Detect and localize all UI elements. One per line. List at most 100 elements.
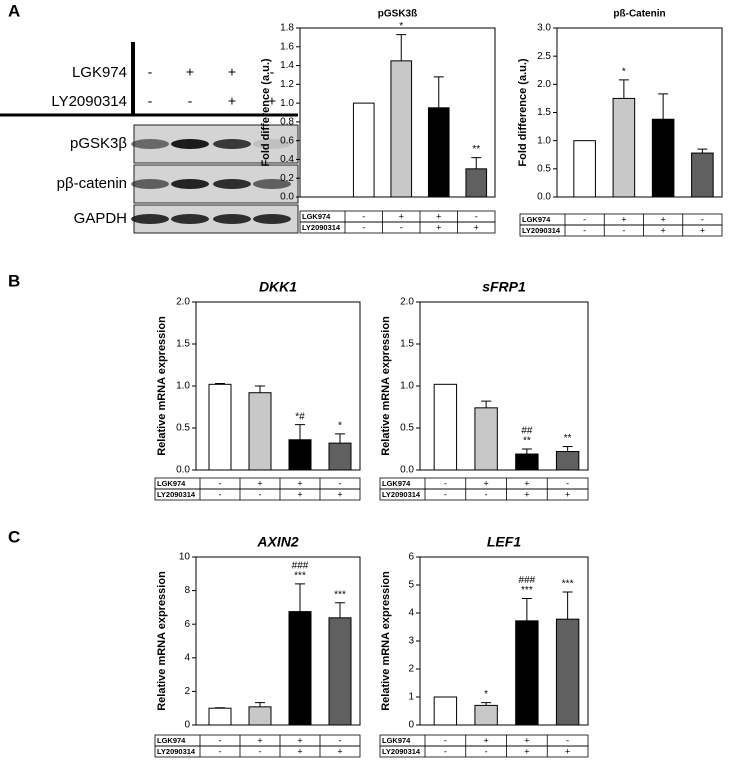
chart-title: LEF1	[487, 534, 521, 550]
plot-frame	[195, 301, 361, 471]
bar	[248, 706, 272, 726]
y-tick-label: 0.0	[176, 465, 190, 476]
table-sign: +	[524, 478, 529, 488]
blot-band	[131, 179, 169, 189]
blot-band	[171, 139, 209, 149]
table-sign: +	[436, 211, 441, 221]
plot-frame	[195, 556, 361, 726]
y-tick-label: 4	[408, 608, 414, 619]
significance-mark: ##	[521, 426, 533, 437]
y-tick-label: 0.5	[537, 163, 551, 174]
y-tick-label: 0.0	[400, 465, 414, 476]
y-tick-label: 1.0	[280, 98, 294, 109]
blot-row-label: pβ-catenin	[57, 175, 127, 192]
bar	[433, 383, 458, 471]
table-cell	[519, 224, 723, 237]
y-tick-label: 0.4	[280, 154, 294, 165]
table-sign: -	[701, 214, 704, 224]
blot-band	[253, 214, 291, 224]
y-tick-label: 1.2	[280, 79, 294, 90]
table-sign: +	[565, 489, 570, 499]
table-sign: -	[444, 489, 447, 499]
y-tick-label: 0	[184, 720, 190, 731]
bar	[288, 439, 312, 471]
table-sign: -	[444, 746, 447, 756]
chart-title: pGSK3ß	[378, 9, 417, 20]
y-tick-label: 0.6	[280, 135, 294, 146]
y-tick-label: 8	[184, 585, 190, 596]
blot-sign: -	[188, 93, 193, 109]
blot-band	[213, 214, 251, 224]
table-row-name: LGK974	[382, 479, 411, 488]
blot-band	[253, 139, 291, 149]
table-sign: -	[362, 211, 365, 221]
table-sign: -	[219, 735, 222, 745]
table-sign: +	[436, 222, 441, 232]
bar	[427, 107, 450, 198]
table-sign: -	[475, 211, 478, 221]
panel-label: A	[8, 1, 20, 20]
table-sign: +	[297, 489, 302, 499]
y-tick-label: 1	[408, 692, 414, 703]
table-sign: -	[566, 735, 569, 745]
table-cell	[379, 745, 589, 758]
significance-mark: ***	[334, 589, 346, 600]
table-sign: +	[257, 478, 262, 488]
y-axis-label: Relative mRNA expression	[380, 316, 392, 456]
table-sign: -	[485, 489, 488, 499]
y-axis-label: Relative mRNA expression	[156, 571, 168, 711]
significance-mark: *	[484, 689, 488, 700]
table-sign: -	[219, 478, 222, 488]
error-bar	[335, 433, 345, 444]
table-sign: +	[337, 746, 342, 756]
table-sign: +	[483, 478, 488, 488]
blot-sign: -	[270, 64, 275, 80]
significance-mark: ***	[294, 571, 306, 582]
blot-band	[131, 214, 169, 224]
significance-mark: ###	[519, 575, 536, 586]
blot-sign: +	[228, 64, 236, 80]
bar	[555, 618, 580, 726]
bar	[465, 168, 488, 198]
y-tick-label: 5	[408, 580, 414, 591]
y-axis-label: Fold difference (a.u.)	[260, 58, 272, 167]
y-axis-label: Relative mRNA expression	[380, 571, 392, 711]
error-bar	[521, 448, 532, 455]
bar	[515, 453, 539, 471]
blot-treatment-name: LY2090314	[51, 93, 127, 110]
blot-band	[213, 179, 251, 189]
error-bar	[215, 707, 225, 709]
table-sign: -	[583, 214, 586, 224]
table-sign: +	[524, 735, 529, 745]
bar	[208, 707, 232, 726]
bar	[474, 407, 498, 471]
blot-band	[171, 214, 209, 224]
table-sign: +	[297, 735, 302, 745]
y-tick-label: 1.0	[537, 135, 551, 146]
y-tick-label: 6	[184, 619, 190, 630]
bar	[208, 383, 232, 471]
table-sign: +	[660, 214, 665, 224]
error-bar	[481, 400, 492, 408]
chart-title: AXIN2	[256, 534, 298, 550]
y-tick-label: 6	[408, 552, 414, 563]
table-row-name: LGK974	[302, 212, 331, 221]
table-sign: +	[297, 746, 302, 756]
bar	[515, 620, 539, 726]
bar	[248, 392, 272, 471]
table-sign: -	[583, 225, 586, 235]
significance-mark: **	[564, 433, 572, 444]
table-sign: -	[259, 746, 262, 756]
table-sign: -	[485, 746, 488, 756]
error-bar	[521, 597, 532, 621]
y-tick-label: 2.0	[537, 79, 551, 90]
plot-frame	[419, 556, 589, 726]
y-tick-label: 1.5	[176, 339, 190, 350]
bar	[328, 442, 352, 471]
y-tick-label: 0.0	[280, 192, 294, 203]
y-tick-label: 3.0	[537, 23, 551, 34]
error-bar	[481, 702, 492, 706]
table-sign: +	[399, 211, 404, 221]
significance-mark: ***	[562, 579, 574, 590]
